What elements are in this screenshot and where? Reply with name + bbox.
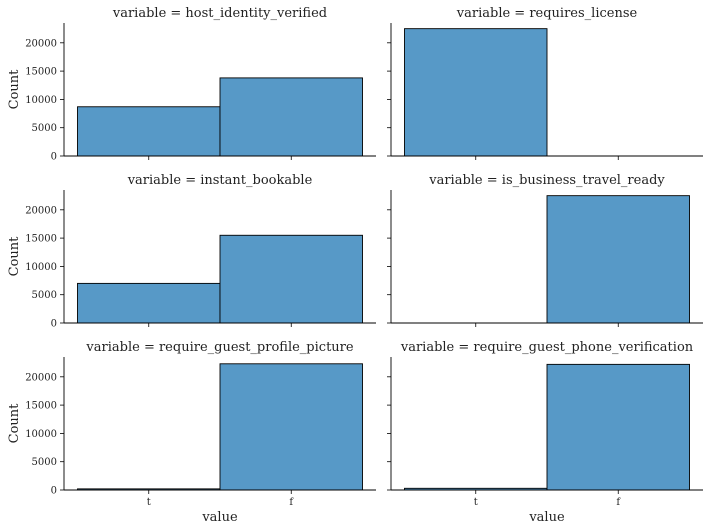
y-tick-label: 20000 [25, 205, 57, 216]
bar-f [219, 363, 363, 491]
panel-title: variable = instant_bookable [127, 173, 313, 188]
y-tick-label: 5000 [32, 290, 57, 301]
x-tick-label: t [474, 497, 478, 508]
y-axis-label: Count [7, 403, 22, 444]
bar-t [77, 282, 221, 324]
bar-f [546, 195, 690, 324]
y-tick-label: 15000 [25, 67, 57, 78]
x-axis-label: value [201, 510, 238, 525]
y-tick-label: 5000 [32, 123, 57, 134]
panel-title: variable = require_guest_profile_picture [85, 340, 353, 355]
x-tick-label: t [147, 497, 151, 508]
x-tick-label: f [289, 497, 294, 508]
x-axis-label: value [528, 510, 565, 525]
facet-panel-4: variable = is_business_travel_ready [387, 173, 703, 327]
y-tick-label: 5000 [32, 457, 57, 468]
y-tick-label: 0 [51, 319, 57, 330]
y-tick-label: 15000 [25, 234, 57, 245]
panel-title: variable = host_identity_verified [112, 6, 327, 21]
x-tick-label: f [616, 497, 621, 508]
panel-title: variable = requires_license [456, 6, 638, 21]
y-tick-label: 15000 [25, 401, 57, 412]
y-tick-label: 10000 [25, 262, 57, 273]
facet-panel-1: variable = host_identity_verified 0 5000 10… [7, 6, 376, 163]
bar-t [404, 28, 548, 157]
facet-panel-6: variable = require_guest_phone_verificat… [387, 340, 703, 525]
y-tick-label: 10000 [25, 95, 57, 106]
y-tick-label: 0 [51, 152, 57, 163]
y-tick-label: 0 [51, 486, 57, 497]
facet-panel-2: variable = requires_license [387, 6, 703, 160]
panel-title: variable = is_business_travel_ready [428, 173, 665, 188]
panel-title: variable = require_guest_phone_verificat… [400, 340, 694, 355]
facet-panel-5: variable = require_guest_profile_picture… [7, 340, 376, 525]
y-axis-label: Count [7, 236, 22, 277]
y-tick-label: 10000 [25, 429, 57, 440]
y-tick-label: 20000 [25, 38, 57, 49]
panels-layer: variable = host_identity_verified 0 5000 10… [7, 6, 703, 525]
bar-f [219, 234, 363, 324]
bar-t [77, 106, 221, 157]
bar-f [219, 77, 363, 157]
y-tick-label: 20000 [25, 372, 57, 383]
facet-panel-3: variable = instant_bookable 0 5000 10000 150… [7, 173, 376, 330]
y-axis-label: Count [7, 69, 22, 110]
bar-f [546, 363, 690, 491]
